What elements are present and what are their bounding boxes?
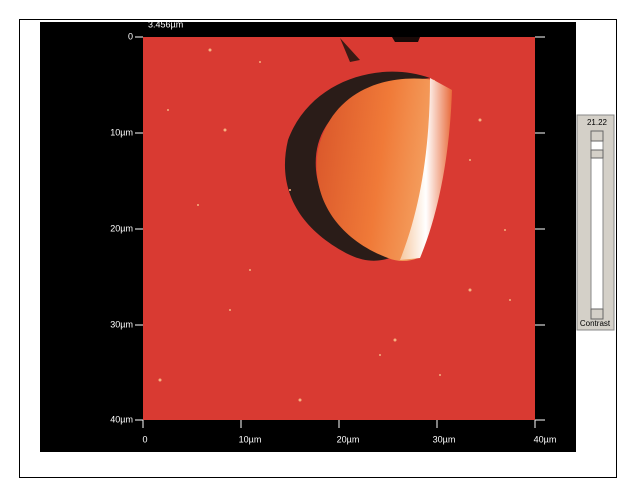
- y-label: 30µm: [110, 319, 133, 329]
- y-label: 0: [128, 31, 133, 41]
- slider-up[interactable]: [591, 131, 603, 141]
- contrast-label: Contrast: [580, 319, 611, 328]
- slider-down[interactable]: [591, 309, 603, 319]
- y-label: 40µm: [110, 414, 133, 424]
- slider-thumb[interactable]: [591, 150, 603, 158]
- page: {"scale_label":"3.456µm", "y_axis_labels…: [0, 0, 636, 496]
- scale-label: 3.456µm: [148, 19, 183, 29]
- x-label: 40µm: [534, 434, 557, 444]
- contrast-value: 21.22: [587, 118, 608, 127]
- x-label: 10µm: [239, 434, 262, 444]
- screen: 3.456µm 0 10µm 20µm 30µm 40µm 0 10µm 20µ…: [0, 0, 636, 496]
- x-label: 0: [142, 434, 147, 444]
- x-label: 20µm: [337, 434, 360, 444]
- contrast-slider: 21.22 Contrast: [577, 115, 614, 330]
- slider-track[interactable]: [591, 131, 603, 319]
- y-label: 10µm: [110, 127, 133, 137]
- x-label: 30µm: [433, 434, 456, 444]
- y-label: 20µm: [110, 223, 133, 233]
